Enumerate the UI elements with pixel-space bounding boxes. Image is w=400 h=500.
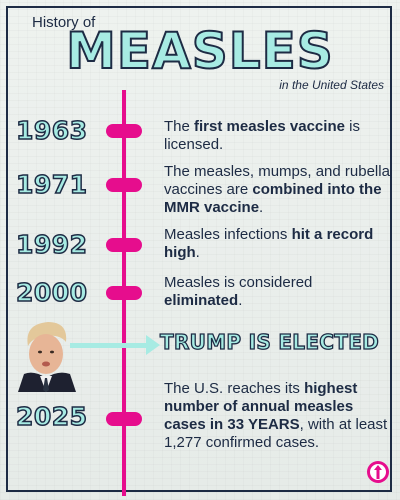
border-frame — [6, 6, 392, 492]
event-emphasis: eliminated — [164, 292, 239, 309]
event-text: The measles, mumps, and rubella vaccines… — [164, 163, 390, 198]
year-label: 1963 — [15, 115, 88, 146]
event-text: , with at least 1,277 confirmed cases. — [164, 416, 388, 451]
event-text: is licensed. — [164, 118, 360, 153]
arrow-icon — [146, 335, 160, 355]
portrait-photo — [18, 322, 76, 392]
event-description: The U.S. reaches its highest number of a… — [164, 380, 392, 452]
event-text: Measles is considered — [164, 274, 313, 291]
callout-label: TRUMP IS ELECTED — [159, 329, 380, 354]
event-text: . — [259, 199, 264, 216]
year-label: 1992 — [15, 229, 88, 260]
year-label: 2000 — [15, 277, 88, 308]
brand-logo-icon — [367, 461, 389, 483]
event-description: Measles is considered eliminated. — [164, 274, 392, 310]
page-title: MEASLES — [65, 21, 334, 81]
event-text: . — [195, 244, 200, 261]
year-label: 1971 — [15, 169, 88, 200]
event-text: The — [164, 118, 195, 135]
event-emphasis: highest number of annual measles cases i… — [164, 380, 358, 433]
subtitle: in the United States — [279, 78, 384, 92]
arrow-line — [70, 343, 150, 348]
timeline-dot — [106, 412, 142, 426]
pre-title: History of — [32, 14, 96, 31]
event-emphasis: hit a record high — [164, 226, 374, 261]
event-text: The U.S. reaches its — [164, 380, 305, 397]
event-description: Measles infections hit a record high. — [164, 226, 392, 262]
event-description: The measles, mumps, and rubella vaccines… — [164, 163, 392, 217]
event-emphasis: combined into the MMR vaccine — [164, 181, 382, 216]
timeline-dot — [106, 238, 142, 252]
event-emphasis: first measles vaccine — [194, 118, 345, 135]
timeline-dot — [106, 178, 142, 192]
event-description: The first measles vaccine is licensed. — [164, 118, 392, 154]
year-label: 2025 — [15, 401, 88, 432]
timeline-dot — [106, 286, 142, 300]
event-text: Measles infections — [164, 226, 292, 243]
event-text: . — [238, 292, 243, 309]
timeline-dot — [106, 124, 142, 138]
